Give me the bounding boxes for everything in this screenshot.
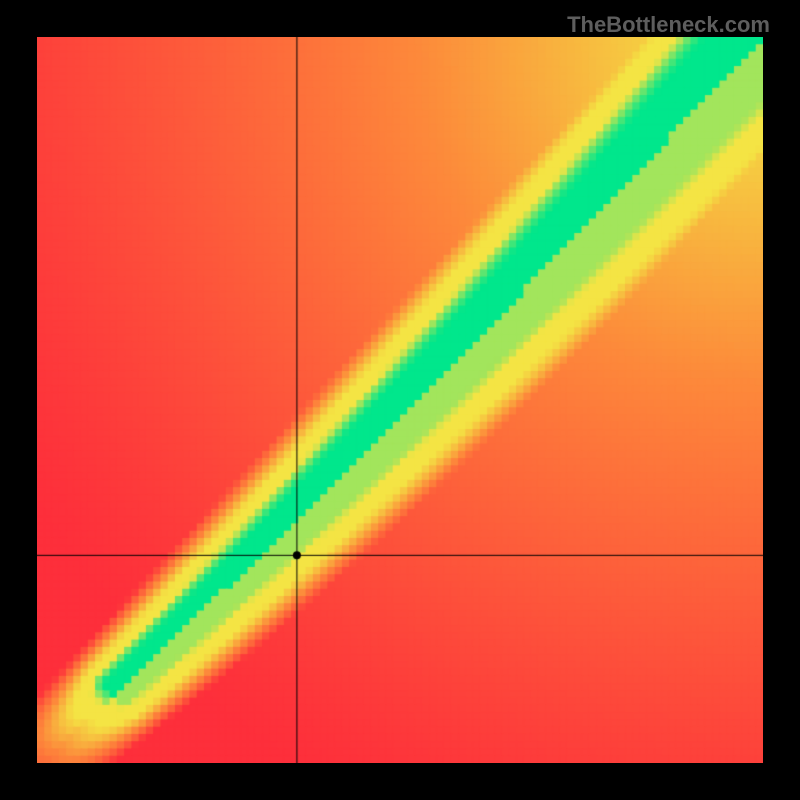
watermark-text: TheBottleneck.com xyxy=(567,12,770,38)
bottleneck-heatmap xyxy=(37,37,763,763)
